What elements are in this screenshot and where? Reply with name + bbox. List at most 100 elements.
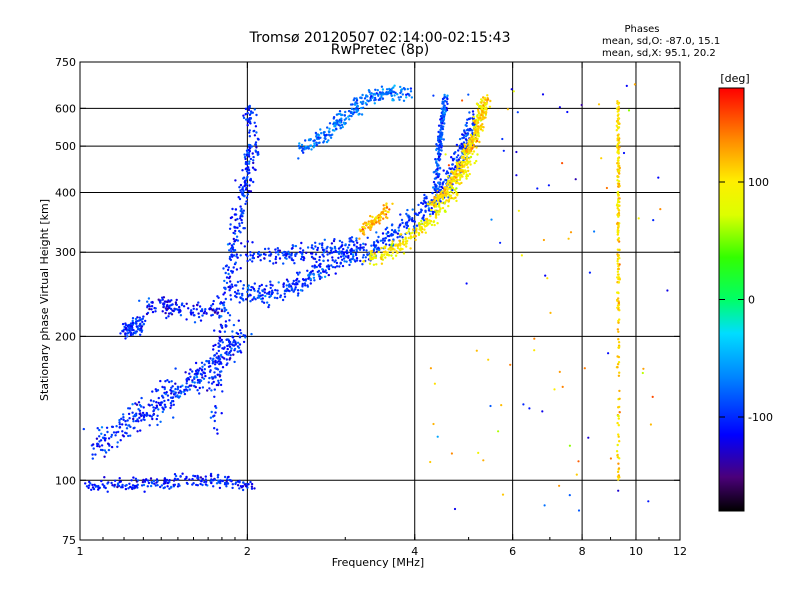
data-point — [617, 467, 621, 470]
data-point — [290, 252, 293, 255]
data-point — [155, 404, 158, 407]
data-point — [385, 91, 388, 94]
data-point — [216, 474, 220, 477]
data-point — [473, 131, 476, 135]
data-point — [175, 303, 178, 307]
data-point — [329, 136, 333, 139]
data-point — [253, 168, 256, 171]
data-point — [220, 370, 223, 373]
data-point — [468, 111, 471, 114]
data-point — [229, 294, 232, 297]
data-point — [617, 255, 620, 258]
data-point — [444, 186, 448, 189]
data-point — [415, 228, 418, 232]
data-point — [91, 483, 94, 487]
data-point — [450, 171, 453, 174]
data-point — [96, 485, 100, 488]
data-point — [156, 423, 159, 427]
data-point — [362, 100, 365, 103]
data-point — [618, 184, 621, 188]
data-point — [91, 453, 94, 456]
data-point — [106, 490, 109, 493]
data-point — [249, 254, 252, 257]
data-point — [146, 485, 149, 488]
data-point — [462, 148, 465, 151]
data-point — [333, 245, 337, 249]
data-point — [247, 148, 250, 152]
data-point — [358, 248, 362, 251]
data-point — [391, 257, 395, 260]
data-point — [232, 237, 235, 241]
data-point — [113, 483, 117, 487]
data-point — [253, 134, 257, 137]
data-point — [213, 311, 217, 314]
data-point — [358, 237, 361, 240]
data-point — [181, 302, 184, 305]
data-point — [304, 139, 307, 142]
data-point — [468, 139, 471, 143]
data-point — [470, 135, 473, 138]
data-point — [170, 400, 174, 403]
data-point — [235, 235, 239, 238]
noise-point — [569, 231, 573, 234]
data-point — [438, 135, 442, 138]
data-point — [215, 428, 219, 431]
data-point — [98, 428, 101, 432]
data-point — [239, 215, 242, 218]
data-point — [106, 482, 109, 485]
data-point — [360, 106, 363, 110]
data-point — [462, 155, 465, 158]
data-point — [463, 153, 467, 156]
data-point — [312, 276, 316, 279]
data-point — [469, 163, 472, 166]
data-point — [464, 132, 467, 135]
data-point — [128, 417, 131, 420]
data-point — [391, 251, 395, 254]
data-point — [162, 486, 165, 490]
data-point — [431, 201, 434, 204]
data-point — [617, 139, 620, 142]
data-point — [302, 147, 305, 150]
data-point — [617, 276, 620, 279]
data-point — [171, 385, 174, 388]
data-point — [158, 403, 162, 406]
data-point — [274, 261, 278, 264]
data-point — [436, 222, 439, 225]
data-point — [160, 484, 164, 487]
data-point — [322, 259, 325, 262]
data-point — [156, 389, 160, 392]
data-point — [231, 486, 234, 490]
data-point — [618, 411, 621, 414]
data-point — [617, 239, 620, 242]
data-point — [206, 389, 209, 392]
data-point — [208, 370, 212, 373]
data-point — [243, 483, 247, 486]
data-point — [444, 110, 447, 113]
data-point — [439, 128, 442, 132]
noise-point — [605, 186, 609, 190]
data-point — [143, 413, 146, 417]
data-point — [472, 138, 475, 141]
noise-point — [553, 388, 556, 391]
data-point — [463, 143, 466, 146]
data-point — [355, 248, 358, 251]
data-point — [132, 328, 135, 332]
data-point — [472, 126, 476, 129]
data-point — [161, 394, 164, 397]
data-point — [268, 254, 271, 257]
data-point — [469, 145, 473, 148]
data-point — [242, 284, 245, 287]
data-point — [230, 283, 233, 286]
data-point — [156, 484, 159, 487]
data-point — [368, 89, 371, 93]
data-point — [243, 195, 246, 198]
data-point — [421, 231, 424, 234]
data-point — [327, 273, 330, 277]
data-point — [302, 256, 305, 259]
data-point — [238, 336, 242, 339]
data-point — [96, 427, 99, 430]
data-point — [236, 341, 240, 344]
data-point — [439, 208, 442, 211]
data-point — [374, 254, 377, 257]
data-point — [434, 209, 437, 212]
